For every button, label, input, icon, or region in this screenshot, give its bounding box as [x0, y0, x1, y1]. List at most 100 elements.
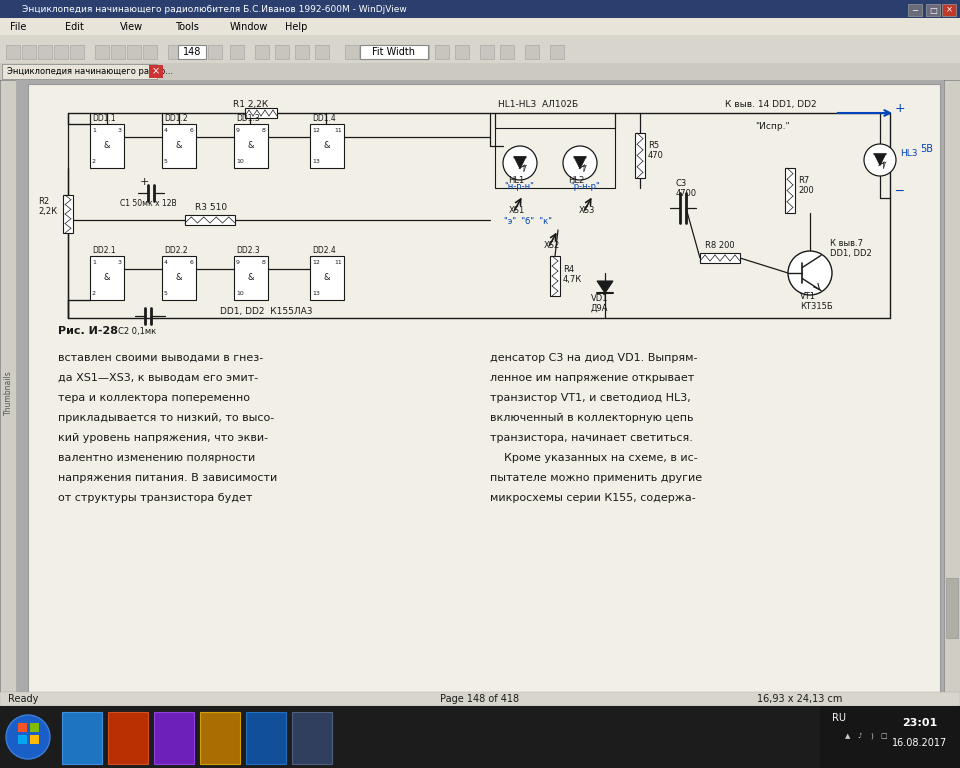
Text: □: □ — [929, 5, 937, 15]
Bar — [38, 45, 52, 59]
Bar — [22, 45, 36, 59]
Text: 9: 9 — [236, 128, 240, 133]
Bar — [255, 45, 269, 59]
Text: микросхемы серии К155, содержа-: микросхемы серии К155, содержа- — [490, 493, 696, 503]
Text: напряжения питания. В зависимости: напряжения питания. В зависимости — [58, 473, 277, 483]
Bar — [168, 45, 182, 59]
Bar — [16, 80, 944, 706]
Text: 6: 6 — [190, 260, 194, 265]
Text: 1: 1 — [92, 128, 96, 133]
Text: 16,93 x 24,13 cm: 16,93 x 24,13 cm — [757, 694, 843, 704]
Text: R4
4,7К: R4 4,7К — [563, 265, 583, 284]
Text: 5: 5 — [164, 159, 168, 164]
Text: VT1: VT1 — [800, 292, 816, 301]
Text: XS1: XS1 — [509, 206, 525, 215]
Text: Page 148 of 418: Page 148 of 418 — [441, 694, 519, 704]
Text: HL1: HL1 — [508, 176, 524, 185]
Polygon shape — [875, 154, 885, 166]
Bar — [30, 735, 39, 744]
Bar — [395, 45, 409, 59]
Text: &: & — [104, 273, 110, 283]
Text: 23:01: 23:01 — [902, 718, 938, 728]
Text: 4700: 4700 — [676, 189, 697, 198]
Text: "Испр.": "Испр." — [755, 122, 790, 131]
Text: Edit: Edit — [65, 22, 84, 31]
Text: R2
2,2К: R2 2,2К — [38, 197, 58, 216]
Bar — [127, 45, 141, 59]
Circle shape — [563, 146, 597, 180]
Bar — [2, 64, 157, 79]
Text: +: + — [140, 177, 150, 187]
Bar — [275, 45, 289, 59]
Text: Fit Width: Fit Width — [372, 47, 416, 57]
Text: DD1.1: DD1.1 — [92, 114, 115, 123]
Bar — [295, 45, 309, 59]
Bar — [292, 712, 332, 764]
Bar — [435, 45, 449, 59]
Text: DD2.3: DD2.3 — [236, 246, 260, 255]
Bar — [90, 124, 124, 168]
Text: &: & — [248, 273, 254, 283]
Bar — [0, 63, 960, 80]
Bar — [370, 45, 384, 59]
Text: +: + — [895, 102, 905, 115]
Text: кий уровень напряжения, что экви-: кий уровень напряжения, что экви- — [58, 433, 268, 443]
Text: 8: 8 — [262, 128, 266, 133]
Text: транзистора, начинает светиться.: транзистора, начинает светиться. — [490, 433, 693, 443]
Bar — [111, 45, 125, 59]
Text: ×: × — [152, 66, 160, 76]
Text: DD1.2: DD1.2 — [164, 114, 187, 123]
Text: R1 2,2К: R1 2,2К — [233, 100, 268, 109]
Text: Ready: Ready — [8, 694, 38, 704]
Bar — [310, 256, 344, 300]
Bar — [315, 45, 329, 59]
Bar — [942, 4, 956, 16]
Bar — [90, 256, 124, 300]
Bar — [0, 80, 16, 706]
Text: □: □ — [880, 733, 887, 739]
Bar — [500, 45, 514, 59]
Text: 16.08.2017: 16.08.2017 — [893, 738, 948, 748]
Bar — [944, 80, 960, 706]
Bar — [360, 45, 428, 59]
Bar — [234, 256, 268, 300]
Bar — [28, 84, 940, 700]
Text: С2 0,1мк: С2 0,1мк — [118, 327, 156, 336]
Text: 9: 9 — [236, 260, 240, 265]
Bar — [162, 256, 196, 300]
Polygon shape — [597, 281, 613, 293]
Text: File: File — [10, 22, 26, 31]
Text: ♪: ♪ — [857, 733, 862, 739]
Text: XS3: XS3 — [579, 206, 595, 215]
Text: 2: 2 — [92, 291, 96, 296]
Bar — [18, 735, 27, 744]
Bar — [149, 65, 163, 78]
Text: R3 510: R3 510 — [195, 203, 228, 212]
Text: от структуры транзистора будет: от структуры транзистора будет — [58, 493, 252, 503]
Bar — [0, 706, 960, 768]
Bar — [345, 45, 359, 59]
Text: DD2.4: DD2.4 — [312, 246, 336, 255]
Bar — [208, 45, 222, 59]
Text: &: & — [176, 141, 182, 151]
Text: ленное им напряжение открывает: ленное им напряжение открывает — [490, 373, 694, 383]
Bar — [0, 35, 960, 63]
Text: ─: ─ — [913, 5, 918, 15]
Text: R8 200: R8 200 — [705, 241, 734, 250]
Bar — [63, 195, 73, 233]
Text: &: & — [324, 273, 330, 283]
Bar — [0, 18, 960, 35]
Text: 13: 13 — [312, 291, 320, 296]
Bar — [185, 215, 235, 225]
Bar — [785, 168, 795, 213]
Text: 2: 2 — [92, 159, 96, 164]
Bar — [230, 45, 244, 59]
Text: да XS1—XS3, к выводам его эмит-: да XS1—XS3, к выводам его эмит- — [58, 373, 258, 383]
Text: прикладывается то низкий, то высо-: прикладывается то низкий, то высо- — [58, 413, 275, 423]
Text: Window: Window — [230, 22, 269, 31]
Bar — [0, 0, 960, 18]
Bar — [178, 45, 206, 59]
Text: RU: RU — [832, 713, 846, 723]
Text: 1: 1 — [92, 260, 96, 265]
Bar — [480, 45, 494, 59]
